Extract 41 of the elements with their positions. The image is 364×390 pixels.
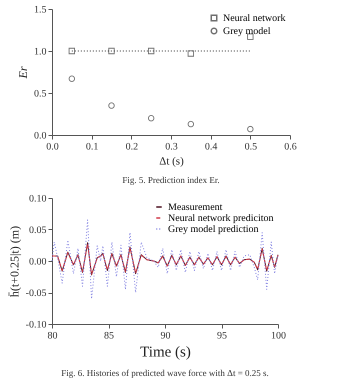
caption: Fig. 6. Histories of predicted wave force with Δt = 0.25 s. (61, 368, 269, 378)
point (247, 126, 254, 132)
x-tick-label: 0.5 (244, 142, 258, 152)
y-tick-label: -0.10 (26, 320, 46, 330)
y-tick-label: 0.10 (29, 194, 46, 204)
y-tick-label: 0.5 (34, 88, 46, 100)
point (148, 48, 154, 54)
x-tick-label: 95 (217, 330, 227, 342)
x-axis-title: Time (s) (140, 344, 191, 360)
point (68, 76, 76, 82)
y-tick-label: 0.05 (29, 225, 46, 236)
x-tick-label: 0.0 (46, 142, 59, 152)
x-tick-label: 0.2 (126, 142, 138, 152)
caption: Fig. 5. Prediction index Er. (122, 175, 220, 185)
point (68, 48, 76, 54)
x-tick-label: 100 (271, 330, 286, 342)
x-tick-label: 90 (160, 330, 170, 342)
legend-label: Measurement (168, 202, 223, 213)
point (108, 102, 115, 109)
x-tick-label: 80 (48, 330, 58, 342)
x-tick-label: 0.3 (165, 142, 178, 152)
y-axis-title: h̄(t+0.25|t) (m) (8, 226, 22, 298)
legend-label: Neural network (223, 13, 286, 24)
x-axis-title: Δt (s) (159, 156, 184, 168)
point (108, 48, 115, 54)
y-tick-label: 1.5 (34, 4, 46, 16)
point (188, 50, 194, 57)
point (148, 115, 154, 122)
y-tick-label: 0.00 (29, 256, 46, 268)
x-tick-label: 0.6 (284, 142, 297, 152)
y-tick-label: -0.05 (26, 288, 46, 299)
x-tick-label: 85 (104, 330, 114, 342)
x-tick-label: 0.4 (204, 142, 218, 152)
y-tick-label: 1.0 (34, 46, 46, 58)
legend-label: Grey model prediction (168, 224, 259, 235)
point (188, 120, 194, 128)
x-tick-label: 0.1 (86, 142, 98, 152)
legend-label: Grey model (223, 26, 271, 37)
y-tick-label: 0.0 (34, 130, 46, 142)
legend-label: Neural network prediciton (168, 213, 274, 224)
y-axis-title: Er (16, 66, 30, 80)
